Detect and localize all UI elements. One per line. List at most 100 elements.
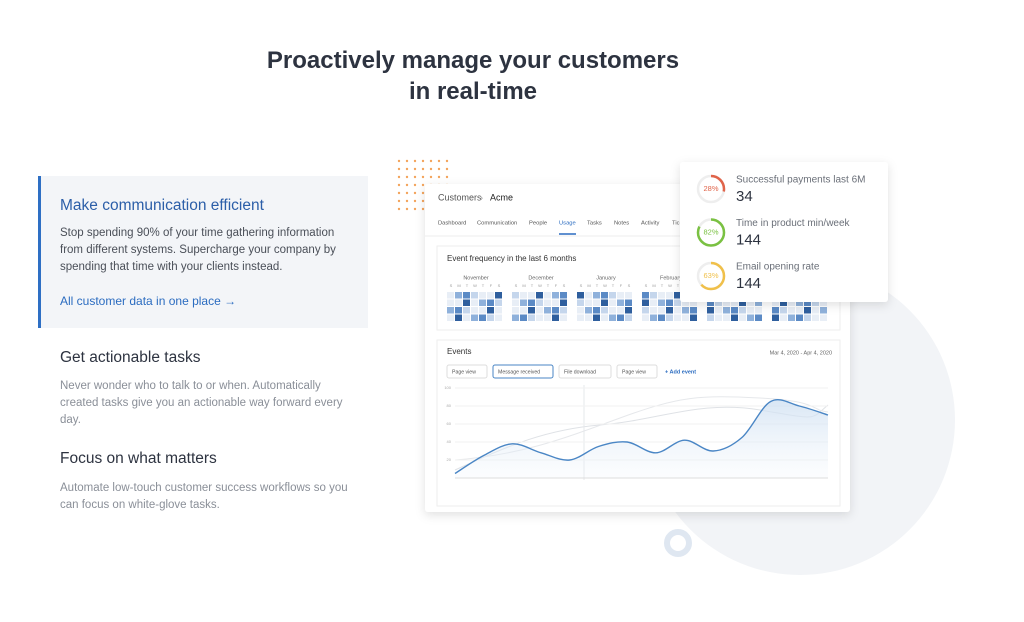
- heat-cell: [796, 292, 803, 299]
- heat-cell: [601, 314, 608, 321]
- heat-cell: [625, 292, 632, 299]
- dot: [437, 167, 441, 171]
- dot: [405, 207, 409, 211]
- heatmap-title: Event frequency in the last 6 months: [447, 254, 576, 263]
- chip[interactable]: [492, 364, 554, 379]
- tab[interactable]: Dashboard: [438, 221, 466, 227]
- heat-cell: [796, 299, 803, 306]
- day-label: T: [547, 283, 550, 288]
- day-label: F: [490, 283, 493, 288]
- dot: [405, 175, 409, 179]
- heat-cell: [544, 292, 551, 299]
- tab[interactable]: Notes: [614, 221, 629, 227]
- heat-cell: [690, 299, 697, 306]
- heat-cell: [739, 314, 746, 321]
- day-label: S: [628, 283, 631, 288]
- heat-cell: [812, 299, 819, 306]
- heat-cell: [804, 314, 811, 321]
- chip[interactable]: [446, 364, 488, 379]
- heat-cell: [520, 299, 527, 306]
- stat-value: 144: [736, 231, 761, 248]
- heat-cell: [487, 299, 494, 306]
- date-range[interactable]: Mar 4, 2020 - Apr 4, 2020: [770, 350, 832, 356]
- tab[interactable]: Usage: [559, 221, 576, 227]
- stat-label: Time in product min/week: [736, 218, 851, 229]
- month-label: December: [528, 275, 554, 281]
- heat-cell: [812, 292, 819, 299]
- heat-cell: [552, 307, 559, 314]
- heat-cell: [707, 292, 714, 299]
- events-title: Events: [447, 347, 471, 356]
- day-label: T: [677, 283, 680, 288]
- heat-cell: [772, 299, 779, 306]
- tab[interactable]: Communication: [477, 221, 517, 227]
- heat-cell: [585, 292, 592, 299]
- dot: [421, 183, 425, 187]
- tab[interactable]: Tasks: [587, 221, 602, 227]
- heat-cell: [585, 307, 592, 314]
- tab[interactable]: Activity: [641, 221, 659, 227]
- y-tick-label: 60: [447, 421, 452, 426]
- dot: [445, 207, 449, 211]
- heat-cell: [487, 314, 494, 321]
- dot: [445, 159, 449, 163]
- heat-cell: [780, 299, 787, 306]
- day-label: S: [758, 283, 761, 288]
- heat-cell: [560, 314, 567, 321]
- heat-cell: [528, 307, 535, 314]
- heat-cell: [666, 292, 673, 299]
- dot: [421, 159, 425, 163]
- feature-title[interactable]: Focus on what matters: [60, 450, 217, 467]
- heat-cell: [463, 314, 470, 321]
- stat-value: 34: [736, 188, 753, 205]
- day-label: W: [668, 283, 672, 288]
- chip[interactable]: [558, 364, 612, 379]
- ring: [696, 218, 726, 247]
- dot: [405, 191, 409, 195]
- dot: [445, 191, 449, 195]
- heat-cell: [755, 314, 762, 321]
- heat-cell: [617, 299, 624, 306]
- heat-cell: [674, 299, 681, 306]
- feature-card[interactable]: [38, 176, 368, 328]
- heat-cell: [666, 307, 673, 314]
- stat-label: Email opening rate: [736, 262, 820, 273]
- heat-cell: [512, 314, 519, 321]
- day-label: S: [515, 283, 518, 288]
- day-label: T: [661, 283, 664, 288]
- chip[interactable]: [616, 364, 658, 379]
- heat-cell: [642, 314, 649, 321]
- heat-cell: [755, 307, 762, 314]
- dashboard: [425, 184, 850, 512]
- heat-cell: [479, 299, 486, 306]
- feature-title[interactable]: Make communication efficient: [60, 197, 264, 214]
- chip-label: Page view: [622, 369, 646, 375]
- tab[interactable]: Tic: [672, 221, 680, 227]
- dot: [445, 167, 449, 171]
- stats-card: [680, 162, 888, 302]
- bg-ring: [664, 529, 692, 557]
- tab[interactable]: People: [529, 221, 547, 227]
- feature-title[interactable]: Get actionable tasks: [60, 349, 201, 366]
- day-label: T: [791, 283, 794, 288]
- breadcrumb[interactable]: Customers: [438, 192, 482, 202]
- dot: [421, 191, 425, 195]
- day-label: W: [733, 283, 737, 288]
- add-event[interactable]: + Add event: [665, 369, 696, 375]
- heat-cell: [682, 292, 689, 299]
- heat-cell: [487, 292, 494, 299]
- heat-cell: [747, 299, 754, 306]
- ring: [696, 261, 726, 291]
- heat-cell: [479, 314, 486, 321]
- heat-cell: [739, 307, 746, 314]
- heat-cell: [625, 307, 632, 314]
- heat-cell: [658, 299, 665, 306]
- heat-cell: [772, 314, 779, 321]
- feature-link[interactable]: All customer data in one place →: [60, 294, 237, 308]
- dot: [437, 199, 441, 203]
- day-label: M: [587, 283, 590, 288]
- dot: [413, 191, 417, 195]
- dot: [437, 183, 441, 187]
- dot: [437, 191, 441, 195]
- heat-cell: [715, 307, 722, 314]
